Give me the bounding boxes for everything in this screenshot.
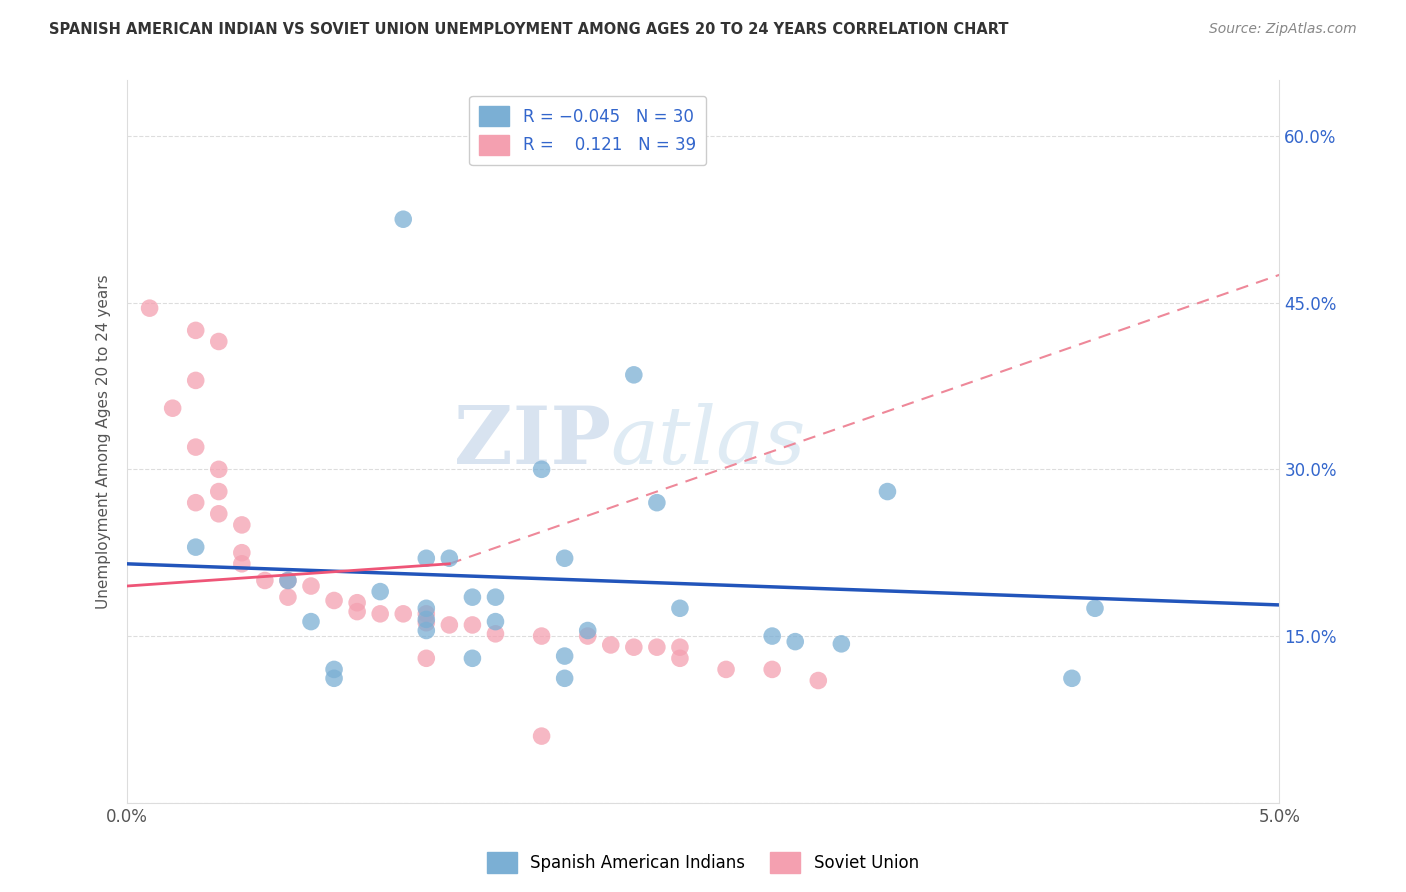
Point — [277, 574, 299, 588]
Point — [138, 301, 160, 315]
Point — [484, 590, 506, 604]
Point — [461, 590, 484, 604]
Point — [530, 462, 553, 476]
Point — [623, 368, 645, 382]
Point — [439, 551, 461, 566]
Point — [530, 629, 553, 643]
Point — [415, 601, 437, 615]
Point — [876, 484, 898, 499]
Point — [184, 540, 207, 554]
Point — [346, 605, 368, 619]
Point — [461, 651, 484, 665]
Point — [484, 627, 506, 641]
Point — [346, 596, 368, 610]
Point — [714, 662, 737, 676]
Point — [208, 462, 231, 476]
Text: Source: ZipAtlas.com: Source: ZipAtlas.com — [1209, 22, 1357, 37]
Point — [669, 651, 692, 665]
Point — [807, 673, 830, 688]
Point — [830, 637, 852, 651]
Point — [208, 507, 231, 521]
Point — [184, 323, 207, 337]
Point — [299, 579, 322, 593]
Point — [1084, 601, 1107, 615]
Text: SPANISH AMERICAN INDIAN VS SOVIET UNION UNEMPLOYMENT AMONG AGES 20 TO 24 YEARS C: SPANISH AMERICAN INDIAN VS SOVIET UNION … — [49, 22, 1008, 37]
Point — [530, 729, 553, 743]
Point — [645, 640, 668, 655]
Point — [231, 557, 253, 571]
Point — [184, 440, 207, 454]
Point — [484, 615, 506, 629]
Point — [184, 373, 207, 387]
Point — [184, 496, 207, 510]
Point — [299, 615, 322, 629]
Point — [208, 484, 231, 499]
Text: ZIP: ZIP — [454, 402, 610, 481]
Point — [669, 640, 692, 655]
Point — [554, 649, 576, 664]
Point — [415, 624, 437, 638]
Point — [599, 638, 621, 652]
Point — [231, 517, 253, 532]
Point — [415, 615, 437, 630]
Point — [439, 618, 461, 632]
Legend: Spanish American Indians, Soviet Union: Spanish American Indians, Soviet Union — [481, 846, 925, 880]
Point — [415, 607, 437, 621]
Point — [277, 574, 299, 588]
Point — [368, 584, 391, 599]
Point — [231, 546, 253, 560]
Text: atlas: atlas — [610, 403, 806, 480]
Point — [785, 634, 807, 648]
Point — [415, 612, 437, 626]
Point — [208, 334, 231, 349]
Point — [277, 590, 299, 604]
Point — [623, 640, 645, 655]
Point — [576, 624, 599, 638]
Point — [554, 551, 576, 566]
Point — [162, 401, 184, 416]
Point — [554, 671, 576, 685]
Point — [415, 651, 437, 665]
Point — [461, 618, 484, 632]
Point — [415, 551, 437, 566]
Point — [761, 629, 783, 643]
Point — [392, 607, 415, 621]
Point — [323, 593, 346, 607]
Point — [761, 662, 783, 676]
Point — [392, 212, 415, 227]
Point — [323, 662, 346, 676]
Legend: R = −0.045   N = 30, R =    0.121   N = 39: R = −0.045 N = 30, R = 0.121 N = 39 — [470, 95, 706, 165]
Point — [576, 629, 599, 643]
Y-axis label: Unemployment Among Ages 20 to 24 years: Unemployment Among Ages 20 to 24 years — [96, 274, 111, 609]
Point — [253, 574, 276, 588]
Point — [645, 496, 668, 510]
Point — [368, 607, 391, 621]
Point — [323, 671, 346, 685]
Point — [669, 601, 692, 615]
Point — [1060, 671, 1083, 685]
